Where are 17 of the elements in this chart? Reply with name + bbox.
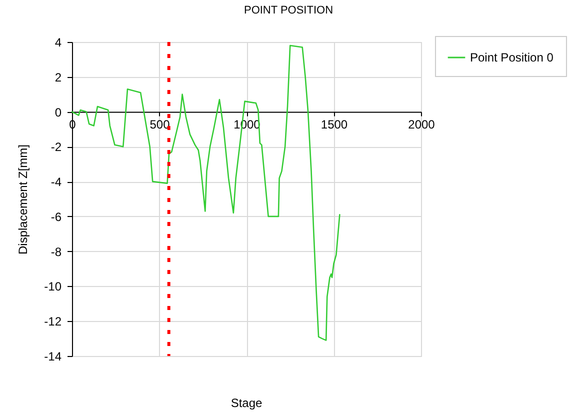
y-tick-label: -8	[50, 244, 62, 259]
y-tick-label: -10	[44, 280, 62, 294]
y-tick-label: 2	[54, 70, 62, 84]
y-tick-label: -12	[44, 314, 62, 329]
x-tick-label: 500	[150, 117, 170, 132]
y-tick-label: -2	[50, 140, 62, 154]
y-tick-label: 0	[54, 105, 62, 120]
y-tick-label: -6	[50, 210, 62, 224]
x-axis-title: Stage	[230, 396, 263, 410]
x-tick-label: 1500	[320, 117, 348, 132]
legend-label: Point Position 0	[470, 50, 554, 64]
y-tick-label: -14	[44, 350, 62, 364]
y-tick-label: -4	[50, 175, 62, 190]
y-axis-title: Displacement Z[mm]	[16, 144, 30, 255]
x-tick-label: 2000	[408, 117, 436, 132]
y-tick-label: 4	[54, 36, 62, 50]
chart-title: POINT POSITION	[244, 4, 334, 16]
